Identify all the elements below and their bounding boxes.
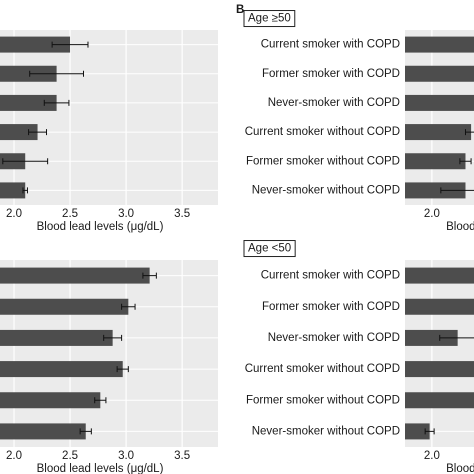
subtitle-box bbox=[243, 10, 296, 28]
bar bbox=[405, 423, 430, 440]
x-axis-title: Blood lead levels (μg/dL) bbox=[446, 221, 474, 233]
bar bbox=[405, 267, 474, 284]
plot-area bbox=[405, 30, 474, 205]
error-bar bbox=[29, 70, 85, 77]
error-bar bbox=[116, 366, 129, 373]
bar bbox=[405, 94, 474, 111]
category-label: Never-smoker with COPD bbox=[268, 97, 400, 109]
x-tick-label: 2.5 bbox=[62, 208, 78, 220]
bar bbox=[405, 124, 472, 141]
error-bar bbox=[51, 41, 89, 48]
bar bbox=[405, 182, 466, 199]
error-bar bbox=[28, 129, 48, 136]
category-label: Current smoker with COPD bbox=[261, 39, 400, 51]
x-axis-title: Blood lead levels (μg/dL) bbox=[37, 463, 164, 474]
category-label: Former smoker without COPD bbox=[246, 155, 400, 167]
category-label: Former smoker with COPD bbox=[262, 68, 400, 80]
category-label: Never-smoker without COPD bbox=[252, 425, 400, 437]
bar bbox=[0, 36, 71, 53]
plot-area bbox=[0, 260, 218, 447]
category-label: Current smoker with COPD bbox=[261, 270, 400, 282]
bar bbox=[405, 153, 466, 170]
x-tick-label: 2.0 bbox=[424, 450, 440, 462]
plot-area bbox=[405, 260, 474, 447]
error-bar bbox=[459, 158, 472, 165]
bar bbox=[0, 361, 123, 378]
bar bbox=[0, 182, 26, 199]
x-axis-title: Blood lead levels (μg/dL) bbox=[37, 221, 164, 233]
bar bbox=[0, 124, 38, 141]
error-bar bbox=[121, 303, 136, 310]
category-label: Never-smoker with COPD bbox=[268, 332, 400, 344]
category-label: Current smoker without COPD bbox=[245, 126, 400, 138]
plot-background bbox=[405, 260, 474, 447]
subtitle: Age <50 bbox=[248, 243, 291, 255]
bar bbox=[405, 392, 474, 409]
error-bar bbox=[22, 187, 28, 194]
plot-background bbox=[0, 30, 218, 205]
x-tick-label: 3.0 bbox=[118, 450, 134, 462]
error-bar bbox=[142, 272, 157, 279]
x-tick-label: 2.0 bbox=[424, 208, 440, 220]
error-bar bbox=[43, 99, 70, 106]
error-bar bbox=[439, 334, 474, 341]
category-label: Never-smoker without COPD bbox=[252, 184, 400, 196]
plot-background bbox=[0, 260, 218, 447]
x-tick-label: 3.5 bbox=[174, 208, 190, 220]
x-tick-label: 2.0 bbox=[6, 208, 22, 220]
bar bbox=[0, 94, 57, 111]
panel-letter: B bbox=[236, 4, 244, 16]
bar bbox=[0, 392, 101, 409]
bar bbox=[405, 36, 474, 53]
bar bbox=[405, 329, 458, 346]
error-bar bbox=[2, 158, 49, 165]
bar bbox=[405, 65, 474, 82]
bar bbox=[0, 298, 129, 315]
bar bbox=[0, 65, 57, 82]
subtitle: Age ≥50 bbox=[248, 13, 291, 25]
category-label: Current smoker without COPD bbox=[245, 363, 400, 375]
bar bbox=[405, 361, 474, 378]
x-tick-label: 3.5 bbox=[174, 450, 190, 462]
bar bbox=[0, 423, 86, 440]
x-axis-title: Blood lead levels (μg/dL) bbox=[446, 463, 474, 474]
bar bbox=[0, 329, 113, 346]
x-tick-label: 2.5 bbox=[62, 450, 78, 462]
bar bbox=[0, 267, 150, 284]
bar bbox=[405, 298, 474, 315]
error-bar bbox=[464, 129, 474, 136]
x-tick-label: 2.0 bbox=[6, 450, 22, 462]
subtitle-box bbox=[243, 240, 296, 258]
x-tick-label: 3.0 bbox=[118, 208, 134, 220]
error-bar bbox=[424, 428, 435, 435]
plot-background bbox=[405, 30, 474, 205]
category-label: Former smoker with COPD bbox=[262, 301, 400, 313]
category-label: Former smoker without COPD bbox=[246, 394, 400, 406]
error-bar bbox=[94, 397, 107, 404]
error-bar bbox=[79, 428, 92, 435]
error-bar bbox=[440, 187, 474, 194]
error-bar bbox=[103, 334, 123, 341]
plot-area bbox=[0, 30, 218, 205]
